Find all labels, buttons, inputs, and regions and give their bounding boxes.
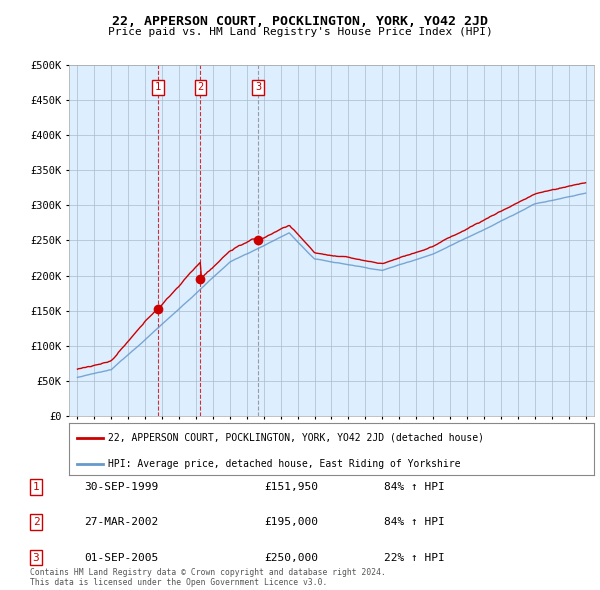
Text: 84% ↑ HPI: 84% ↑ HPI bbox=[384, 517, 445, 527]
Text: £195,000: £195,000 bbox=[264, 517, 318, 527]
Text: 01-SEP-2005: 01-SEP-2005 bbox=[84, 553, 158, 562]
Text: £250,000: £250,000 bbox=[264, 553, 318, 562]
Text: 1: 1 bbox=[155, 83, 161, 93]
Text: 1: 1 bbox=[32, 482, 40, 491]
Text: Contains HM Land Registry data © Crown copyright and database right 2024.
This d: Contains HM Land Registry data © Crown c… bbox=[30, 568, 386, 587]
Text: 2: 2 bbox=[32, 517, 40, 527]
Text: 3: 3 bbox=[255, 83, 261, 93]
Text: £151,950: £151,950 bbox=[264, 482, 318, 491]
Text: HPI: Average price, detached house, East Riding of Yorkshire: HPI: Average price, detached house, East… bbox=[109, 458, 461, 468]
Text: Price paid vs. HM Land Registry's House Price Index (HPI): Price paid vs. HM Land Registry's House … bbox=[107, 27, 493, 37]
Text: 3: 3 bbox=[32, 553, 40, 562]
Text: 2: 2 bbox=[197, 83, 203, 93]
Text: 22, APPERSON COURT, POCKLINGTON, YORK, YO42 2JD: 22, APPERSON COURT, POCKLINGTON, YORK, Y… bbox=[112, 15, 488, 28]
Text: 27-MAR-2002: 27-MAR-2002 bbox=[84, 517, 158, 527]
Text: 22, APPERSON COURT, POCKLINGTON, YORK, YO42 2JD (detached house): 22, APPERSON COURT, POCKLINGTON, YORK, Y… bbox=[109, 432, 484, 442]
Text: 84% ↑ HPI: 84% ↑ HPI bbox=[384, 482, 445, 491]
Text: 22% ↑ HPI: 22% ↑ HPI bbox=[384, 553, 445, 562]
Text: 30-SEP-1999: 30-SEP-1999 bbox=[84, 482, 158, 491]
